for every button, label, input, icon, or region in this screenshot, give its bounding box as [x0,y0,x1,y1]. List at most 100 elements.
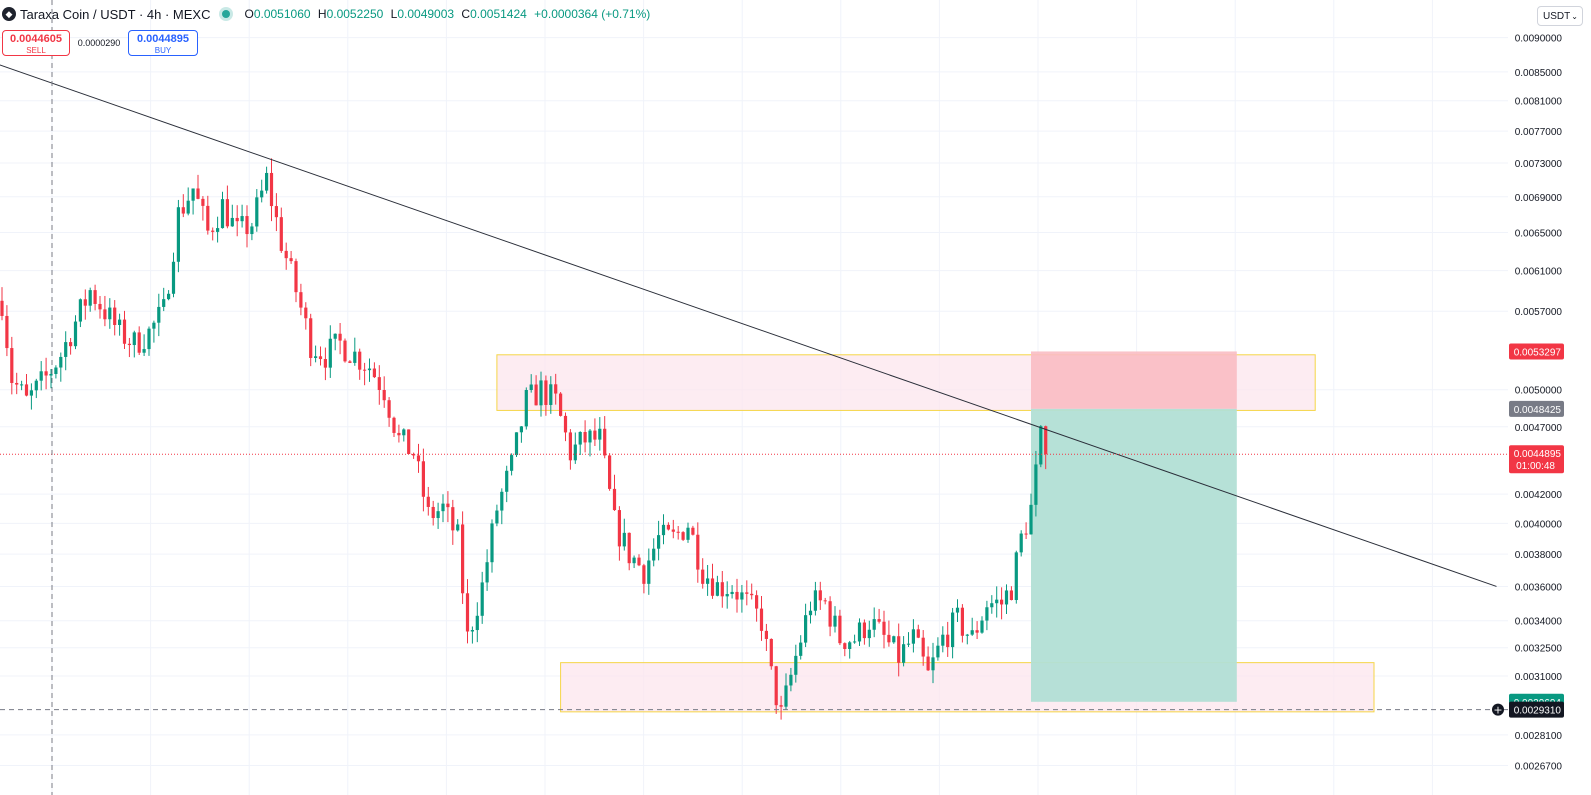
candlestick-series [0,158,1048,720]
candle-body [279,217,283,251]
candle-body [593,430,597,440]
entry-price-label-bg [1509,400,1564,417]
candle-body [235,217,239,222]
candle-body [764,630,768,639]
candle-body [0,300,4,316]
symbol-title[interactable]: Taraxa Coin / USDT · 4h · MEXC [20,6,211,22]
price-axis[interactable]: 0.0090000 0.0085000 0.0081000 0.0077000 0.00… [1515,34,1563,773]
candle-body [710,578,715,596]
price-tick-label: 0.0061000 [1515,267,1563,278]
candle-body [691,527,695,535]
candle-body [985,607,989,621]
candle-body [588,430,592,443]
candle-body [578,432,582,445]
high-value: 0.0052250 [326,7,384,21]
price-tick-label: 0.0050000 [1515,386,1563,397]
candle-body [392,417,396,433]
candle-body [1004,590,1009,605]
low-label: L [390,7,398,21]
price-tick-label: 0.0040000 [1515,519,1563,530]
candle-body [897,636,901,663]
price-tick-label: 0.0032500 [1515,644,1563,655]
candle-body [563,415,568,433]
candle-body [127,343,131,346]
candle-body [402,429,406,436]
candle-body [318,356,323,360]
stop-price-label-bg [1509,343,1564,360]
candle-body [289,258,293,262]
live-status-icon [222,10,231,18]
candle-body [539,380,543,406]
candle-body [142,349,146,353]
candle-body [147,328,151,350]
candle-body [269,172,274,207]
candle-body [29,390,33,396]
candle-body [799,642,803,656]
price-tick-label: 0.0057000 [1515,307,1563,318]
candle-body [779,705,783,707]
candle-body [44,371,48,376]
candle-body [862,622,866,639]
candle-body [338,333,342,341]
candle-body [407,429,411,454]
candle-body [24,384,29,396]
candle-body [612,488,617,511]
candle-body [867,629,871,639]
spread-value: 0.0000290 [77,38,121,48]
price-tick-label: 0.0073000 [1515,159,1563,170]
open-label: O [244,7,254,21]
price-tick-label: 0.0047000 [1515,423,1563,434]
entry-price-label: 0.0048425 [1514,405,1562,416]
buy-label: BUY [154,46,172,55]
candle-body [608,455,612,489]
candle-body [990,603,994,608]
candle-body [838,615,842,644]
candle-body [975,630,979,633]
candle-body [260,190,264,198]
buy-price: 0.0044895 [137,33,189,45]
candle-body [201,198,205,206]
crosshair-price-label-bg [1509,701,1564,718]
candle-body [1044,426,1048,455]
candle-body [627,532,631,564]
candle-body [666,524,670,530]
candle-body [955,607,960,613]
candle-body [789,674,793,686]
candle-body [475,615,479,631]
sell-button[interactable]: 0.0044605 SELL [2,30,70,56]
candle-body [387,400,391,418]
candle-body [657,535,661,549]
candle-body [436,511,440,519]
buy-button[interactable]: 0.0044895 BUY [128,30,198,56]
chart-header: ◆ Taraxa Coin / USDT · 4h · MEXC O0.0051… [0,0,654,28]
candle-body [882,621,886,635]
countdown-label: 01:00:48 [1516,461,1555,472]
candle-body [69,342,73,347]
candle-body [1009,590,1013,601]
candle-body [632,557,636,564]
candle-body [206,205,210,231]
candle-body [573,444,577,461]
candle-body [426,496,430,507]
candle-body [902,644,906,663]
candle-body [451,507,455,531]
price-tick-label: 0.0065000 [1515,229,1563,240]
currency-select[interactable]: USDT ⌄ [1537,6,1583,26]
candle-body [377,377,381,391]
candle-body [598,428,602,440]
candle-body [755,595,759,609]
candle-body [970,630,974,635]
candle-body [1014,552,1018,601]
candle-body [720,582,724,597]
candle-body [250,226,254,235]
candle-body [230,217,234,227]
candle-body [225,199,229,227]
candle-body [921,637,925,657]
candle-body [872,619,876,630]
candle-body [171,261,176,294]
candle-body [554,384,558,394]
candle-body [15,382,19,385]
candle-body [456,524,460,531]
candle-body [730,591,734,595]
